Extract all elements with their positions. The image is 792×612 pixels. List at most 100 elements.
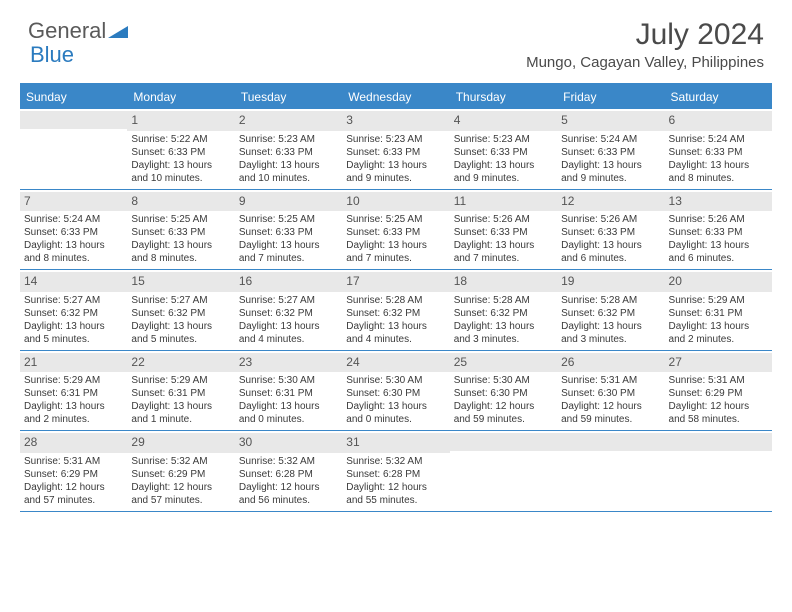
day-info-line: Sunset: 6:33 PM: [346, 226, 445, 239]
day-cell: 14Sunrise: 5:27 AMSunset: 6:32 PMDayligh…: [20, 270, 127, 350]
month-title: July 2024: [526, 18, 764, 52]
day-cell: 29 Sunrise: 5:32 AMSunset: 6:29 PMDayligh…: [127, 431, 234, 511]
day-info-line: Sunset: 6:29 PM: [24, 468, 123, 481]
day-number: 29: [127, 433, 234, 453]
day-number: 10: [342, 192, 449, 212]
day-info-line: Sunset: 6:33 PM: [669, 226, 768, 239]
day-info-line: Sunset: 6:31 PM: [239, 387, 338, 400]
day-number: 25: [450, 353, 557, 373]
day-number: 12: [557, 192, 664, 212]
day-info-line: Sunrise: 5:22 AM: [131, 133, 230, 146]
day-number: 13: [665, 192, 772, 212]
day-info-line: Daylight: 12 hours and 59 minutes.: [561, 400, 660, 426]
day-info-line: Sunrise: 5:25 AM: [346, 213, 445, 226]
day-cell: 22Sunrise: 5:29 AMSunset: 6:31 PMDayligh…: [127, 351, 234, 431]
day-info-line: Sunrise: 5:31 AM: [561, 374, 660, 387]
day-info-line: Sunrise: 5:23 AM: [239, 133, 338, 146]
day-number: [450, 433, 557, 451]
day-info-line: Sunset: 6:33 PM: [346, 146, 445, 159]
calendar: SundayMondayTuesdayWednesdayThursdayFrid…: [20, 83, 772, 512]
day-info-line: Daylight: 12 hours and 58 minutes.: [669, 400, 768, 426]
day-number: 7: [20, 192, 127, 212]
day-info-line: Daylight: 13 hours and 1 minute.: [131, 400, 230, 426]
week-row: 7Sunrise: 5:24 AMSunset: 6:33 PMDaylight…: [20, 190, 772, 271]
day-number: 5: [557, 111, 664, 131]
day-header: Sunday: [20, 85, 127, 109]
day-info-line: Daylight: 13 hours and 5 minutes.: [131, 320, 230, 346]
day-cell: 19Sunrise: 5:28 AMSunset: 6:32 PMDayligh…: [557, 270, 664, 350]
day-info-line: Sunrise: 5:26 AM: [669, 213, 768, 226]
day-info-line: Sunrise: 5:28 AM: [561, 294, 660, 307]
day-cell: 31Sunrise: 5:32 AMSunset: 6:28 PMDayligh…: [342, 431, 449, 511]
logo-text-2: Blue: [30, 42, 74, 68]
day-cell: 16Sunrise: 5:27 AMSunset: 6:32 PMDayligh…: [235, 270, 342, 350]
day-info-line: Daylight: 12 hours and 55 minutes.: [346, 481, 445, 507]
day-cell: 10Sunrise: 5:25 AMSunset: 6:33 PMDayligh…: [342, 190, 449, 270]
day-info-line: Sunrise: 5:29 AM: [131, 374, 230, 387]
day-cell: 25Sunrise: 5:30 AMSunset: 6:30 PMDayligh…: [450, 351, 557, 431]
day-info-line: Sunset: 6:32 PM: [239, 307, 338, 320]
day-info-line: Sunset: 6:31 PM: [24, 387, 123, 400]
day-info-line: Sunset: 6:33 PM: [561, 146, 660, 159]
day-info-line: Sunrise: 5:32 AM: [131, 455, 230, 468]
day-cell: 7Sunrise: 5:24 AMSunset: 6:33 PMDaylight…: [20, 190, 127, 270]
day-cell: 28Sunrise: 5:31 AMSunset: 6:29 PMDayligh…: [20, 431, 127, 511]
day-info-line: Daylight: 13 hours and 0 minutes.: [346, 400, 445, 426]
day-info-line: Sunrise: 5:26 AM: [561, 213, 660, 226]
day-number: 1: [127, 111, 234, 131]
day-info-line: Daylight: 13 hours and 3 minutes.: [561, 320, 660, 346]
day-info-line: Daylight: 12 hours and 59 minutes.: [454, 400, 553, 426]
day-info-line: Daylight: 13 hours and 4 minutes.: [346, 320, 445, 346]
day-cell: 23Sunrise: 5:30 AMSunset: 6:31 PMDayligh…: [235, 351, 342, 431]
day-info-line: Sunrise: 5:29 AM: [669, 294, 768, 307]
day-info-line: Sunrise: 5:30 AM: [454, 374, 553, 387]
day-info-line: Daylight: 13 hours and 10 minutes.: [131, 159, 230, 185]
logo-triangle-icon: [108, 22, 128, 38]
day-info-line: Sunrise: 5:31 AM: [669, 374, 768, 387]
day-cell: 17Sunrise: 5:28 AMSunset: 6:32 PMDayligh…: [342, 270, 449, 350]
day-info-line: Sunset: 6:32 PM: [346, 307, 445, 320]
day-header: Friday: [557, 85, 664, 109]
day-info-line: Sunset: 6:29 PM: [131, 468, 230, 481]
day-number: 17: [342, 272, 449, 292]
day-info-line: Sunset: 6:32 PM: [454, 307, 553, 320]
day-cell: 15Sunrise: 5:27 AMSunset: 6:32 PMDayligh…: [127, 270, 234, 350]
day-info-line: Sunrise: 5:24 AM: [561, 133, 660, 146]
day-info-line: Sunrise: 5:27 AM: [131, 294, 230, 307]
day-cell: 11Sunrise: 5:26 AMSunset: 6:33 PMDayligh…: [450, 190, 557, 270]
day-info-line: Sunrise: 5:29 AM: [24, 374, 123, 387]
day-cell: 5 Sunrise: 5:24 AMSunset: 6:33 PMDaylight…: [557, 109, 664, 189]
day-info-line: Sunset: 6:33 PM: [239, 226, 338, 239]
day-number: 24: [342, 353, 449, 373]
day-info-line: Sunrise: 5:32 AM: [239, 455, 338, 468]
day-number: 18: [450, 272, 557, 292]
day-info-line: Daylight: 13 hours and 10 minutes.: [239, 159, 338, 185]
day-cell: 21Sunrise: 5:29 AMSunset: 6:31 PMDayligh…: [20, 351, 127, 431]
day-cell: [20, 109, 127, 189]
title-block: July 2024 Mungo, Cagayan Valley, Philipp…: [526, 18, 764, 71]
day-cell: [450, 431, 557, 511]
day-cell: 12Sunrise: 5:26 AMSunset: 6:33 PMDayligh…: [557, 190, 664, 270]
day-info-line: Sunset: 6:33 PM: [561, 226, 660, 239]
day-info-line: Daylight: 13 hours and 7 minutes.: [346, 239, 445, 265]
day-info-line: Sunrise: 5:32 AM: [346, 455, 445, 468]
day-cell: 27Sunrise: 5:31 AMSunset: 6:29 PMDayligh…: [665, 351, 772, 431]
day-number: 15: [127, 272, 234, 292]
day-cell: 2Sunrise: 5:23 AMSunset: 6:33 PMDaylight…: [235, 109, 342, 189]
day-info-line: Daylight: 12 hours and 57 minutes.: [131, 481, 230, 507]
week-row: 28Sunrise: 5:31 AMSunset: 6:29 PMDayligh…: [20, 431, 772, 512]
day-info-line: Sunset: 6:33 PM: [454, 146, 553, 159]
logo: General: [28, 18, 128, 44]
day-info-line: Daylight: 13 hours and 9 minutes.: [561, 159, 660, 185]
day-cell: 13Sunrise: 5:26 AMSunset: 6:33 PMDayligh…: [665, 190, 772, 270]
day-info-line: Sunset: 6:33 PM: [239, 146, 338, 159]
day-info-line: Sunrise: 5:25 AM: [131, 213, 230, 226]
day-number: [20, 111, 127, 129]
day-number: 28: [20, 433, 127, 453]
day-info-line: Sunset: 6:33 PM: [669, 146, 768, 159]
day-info-line: Daylight: 13 hours and 7 minutes.: [239, 239, 338, 265]
day-info-line: Sunrise: 5:31 AM: [24, 455, 123, 468]
day-info-line: Sunrise: 5:27 AM: [24, 294, 123, 307]
day-info-line: Sunrise: 5:26 AM: [454, 213, 553, 226]
day-cell: [557, 431, 664, 511]
